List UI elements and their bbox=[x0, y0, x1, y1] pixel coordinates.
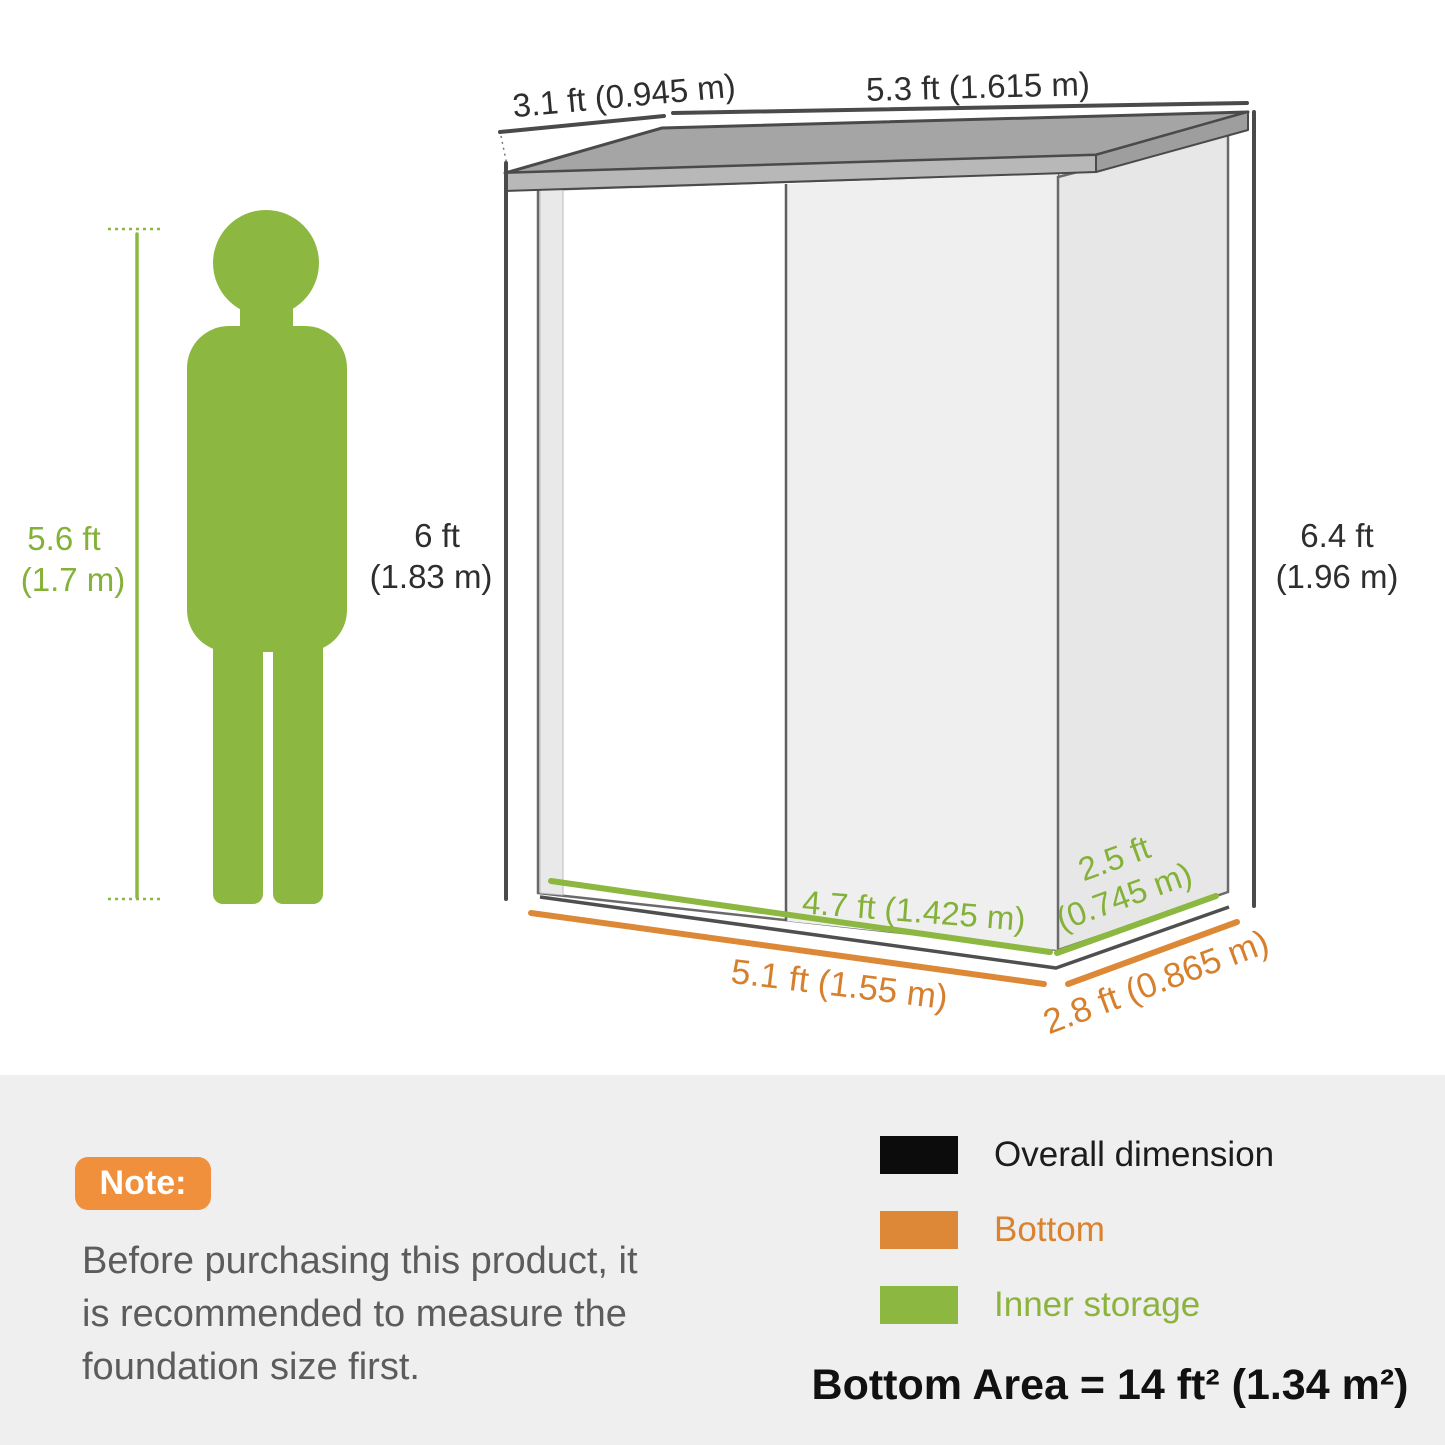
person-height-dimension: 5.6 ft (1.7 m) bbox=[21, 227, 164, 901]
note-line-3: foundation size first. bbox=[82, 1346, 420, 1388]
roof-width-dim-line bbox=[671, 101, 1249, 115]
inner-storage-swatch bbox=[880, 1286, 958, 1324]
shed-base-outline bbox=[539, 895, 1230, 970]
person-torso bbox=[187, 326, 347, 652]
person-height-ft-label: 5.6 ft bbox=[27, 520, 100, 557]
footer-panel: Note: Before purchasing this product, it… bbox=[0, 1075, 1445, 1445]
note-line-1: Before purchasing this product, it bbox=[82, 1240, 638, 1282]
bottom-depth-dim-line bbox=[1065, 919, 1240, 987]
roof-depth-dim-line bbox=[498, 114, 666, 134]
front-height-m-label: (1.83 m) bbox=[370, 558, 493, 595]
front-height-ft-label: 6 ft bbox=[414, 517, 460, 554]
legend-row-bottom: Bottom bbox=[880, 1210, 1274, 1250]
inner-width-dim-line bbox=[548, 878, 1053, 955]
roof-depth-label: 3.1 ft (0.945 m) bbox=[511, 67, 737, 125]
overall-dimension-label: Overall dimension bbox=[994, 1135, 1275, 1174]
shed-body bbox=[536, 131, 1230, 970]
rear-height-ft-label: 6.4 ft bbox=[1300, 517, 1373, 554]
person-head bbox=[213, 210, 319, 316]
overall-dimension-swatch bbox=[880, 1136, 958, 1174]
inner-storage-label: Inner storage bbox=[994, 1285, 1201, 1324]
roof-width-label: 5.3 ft (1.615 m) bbox=[866, 65, 1091, 108]
bottom-label: Bottom bbox=[994, 1210, 1105, 1249]
shed-roof bbox=[503, 110, 1250, 192]
rear-height-m-label: (1.96 m) bbox=[1276, 558, 1399, 595]
note-badge: Note: bbox=[75, 1157, 211, 1210]
note-line-2: is recommended to measure the bbox=[82, 1293, 627, 1335]
roof-right-fascia bbox=[1095, 111, 1249, 173]
shed-front-right-panel bbox=[786, 173, 1058, 950]
shed-door-frame-strip bbox=[539, 188, 564, 896]
shed-diagram: 5.6 ft (1.7 m) bbox=[21, 65, 1399, 1042]
person-silhouette bbox=[187, 210, 347, 904]
note-text: Before purchasing this product, it is re… bbox=[82, 1235, 802, 1394]
inner-depth-dim-line bbox=[1054, 893, 1219, 956]
shed-side-face bbox=[1056, 131, 1230, 952]
person-left-leg bbox=[213, 630, 263, 904]
legend-row-inner: Inner storage bbox=[880, 1285, 1274, 1325]
bottom-width-dim-line bbox=[528, 910, 1047, 987]
person-height-m-label: (1.7 m) bbox=[21, 561, 126, 598]
legend: Overall dimension Bottom Inner storage bbox=[880, 1135, 1274, 1360]
legend-row-overall: Overall dimension bbox=[880, 1135, 1274, 1175]
person-right-leg bbox=[273, 630, 323, 904]
bottom-width-label: 5.1 ft (1.55 m) bbox=[729, 952, 950, 1017]
bottom-swatch bbox=[880, 1211, 958, 1249]
bottom-area-text: Bottom Area = 14 ft² (1.34 m²) bbox=[811, 1361, 1409, 1409]
